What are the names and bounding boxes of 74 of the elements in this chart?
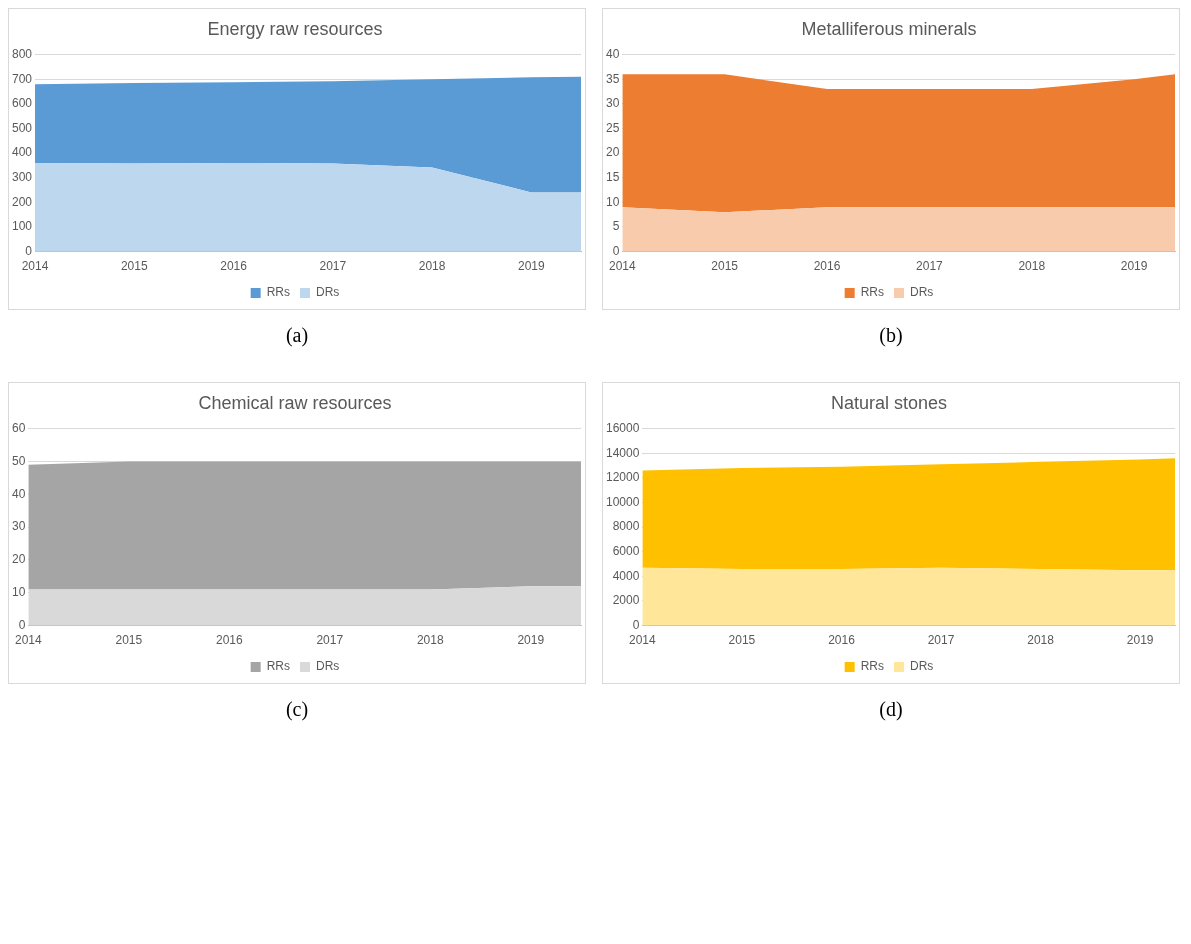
x-tick-label: 2017 bbox=[316, 633, 344, 648]
x-tick-label: 2018 bbox=[416, 633, 444, 648]
x-tick-label: 2014 bbox=[609, 259, 637, 274]
y-tick-label: 300 bbox=[11, 170, 33, 185]
y-tick-label: 10000 bbox=[605, 494, 640, 509]
y-tick-label: 30 bbox=[605, 96, 620, 111]
x-tick-label: 2014 bbox=[21, 259, 49, 274]
y-tick-label: 10 bbox=[605, 194, 620, 209]
text: (a) bbox=[284, 324, 310, 349]
legend-label: DRs bbox=[910, 659, 934, 674]
legend-label: RRs bbox=[860, 659, 885, 674]
x-tick-label: 2015 bbox=[711, 259, 739, 274]
legend-label: DRs bbox=[316, 659, 340, 674]
text: (b) bbox=[878, 324, 904, 348]
y-tick-label: 4000 bbox=[612, 568, 640, 583]
y-tick-label: 500 bbox=[11, 120, 33, 135]
y-tick-label: 0 bbox=[25, 243, 33, 258]
y-tick-label: 100 bbox=[11, 219, 33, 234]
y-tick-label: 6000 bbox=[612, 544, 640, 559]
y-tick-label: 10 bbox=[11, 585, 26, 600]
x-tick-label: 2019 bbox=[1120, 259, 1148, 274]
x-tick-label: 2018 bbox=[1018, 259, 1046, 274]
y-tick-label: 400 bbox=[11, 145, 33, 160]
y-tick-label: 700 bbox=[11, 71, 33, 86]
y-tick-label: 35 bbox=[605, 71, 620, 86]
y-tick-label: 600 bbox=[11, 96, 33, 111]
y-tick-label: 14000 bbox=[605, 445, 640, 460]
chart-title: Metalliferous minerals bbox=[801, 18, 977, 39]
y-tick-label: 15 bbox=[605, 170, 620, 185]
x-tick-label: 2017 bbox=[916, 259, 944, 274]
legend-label: RRs bbox=[860, 285, 885, 300]
y-tick-label: 40 bbox=[605, 46, 620, 61]
x-tick-label: 2017 bbox=[319, 259, 347, 274]
legend-label: RRs bbox=[266, 285, 291, 300]
y-tick-label: 5 bbox=[612, 219, 620, 234]
y-tick-label: 50 bbox=[11, 453, 26, 468]
text: (c) bbox=[284, 698, 310, 723]
x-tick-label: 2017 bbox=[927, 633, 955, 648]
x-tick-label: 2016 bbox=[828, 633, 856, 648]
y-tick-label: 20 bbox=[605, 145, 620, 160]
y-tick-label: 12000 bbox=[605, 470, 640, 485]
y-tick-label: 0 bbox=[632, 617, 640, 632]
x-tick-label: 2016 bbox=[220, 259, 248, 274]
x-tick-label: 2015 bbox=[728, 633, 756, 648]
y-tick-label: 800 bbox=[11, 46, 33, 61]
x-tick-label: 2019 bbox=[518, 259, 546, 274]
x-tick-label: 2018 bbox=[418, 259, 446, 274]
y-tick-label: 30 bbox=[11, 519, 26, 534]
chart-title: Chemical raw resources bbox=[198, 392, 392, 413]
x-tick-label: 2015 bbox=[120, 259, 148, 274]
x-tick-label: 2014 bbox=[15, 633, 43, 648]
legend-label: DRs bbox=[910, 285, 934, 300]
x-tick-label: 2016 bbox=[813, 259, 841, 274]
x-tick-label: 2016 bbox=[215, 633, 243, 648]
y-tick-label: 0 bbox=[612, 243, 620, 258]
y-tick-label: 200 bbox=[11, 194, 33, 209]
x-tick-label: 2015 bbox=[115, 633, 143, 648]
y-tick-label: 20 bbox=[11, 552, 26, 567]
x-tick-label: 2019 bbox=[1126, 633, 1154, 648]
text: (d) bbox=[878, 698, 904, 722]
y-tick-label: 2000 bbox=[612, 593, 640, 608]
y-tick-label: 8000 bbox=[612, 519, 640, 534]
y-tick-label: 0 bbox=[18, 617, 26, 632]
y-tick-label: 25 bbox=[605, 120, 620, 135]
y-tick-label: 40 bbox=[11, 486, 26, 501]
x-tick-label: 2014 bbox=[629, 633, 657, 648]
legend-label: RRs bbox=[266, 659, 291, 674]
x-tick-label: 2018 bbox=[1027, 633, 1055, 648]
y-tick-label: 16000 bbox=[605, 420, 640, 435]
x-tick-label: 2019 bbox=[517, 633, 545, 648]
chart-title: Energy raw resources bbox=[207, 18, 383, 39]
y-tick-label: 60 bbox=[11, 420, 26, 435]
legend-label: DRs bbox=[316, 285, 340, 300]
chart-title: Natural stones bbox=[830, 392, 948, 413]
